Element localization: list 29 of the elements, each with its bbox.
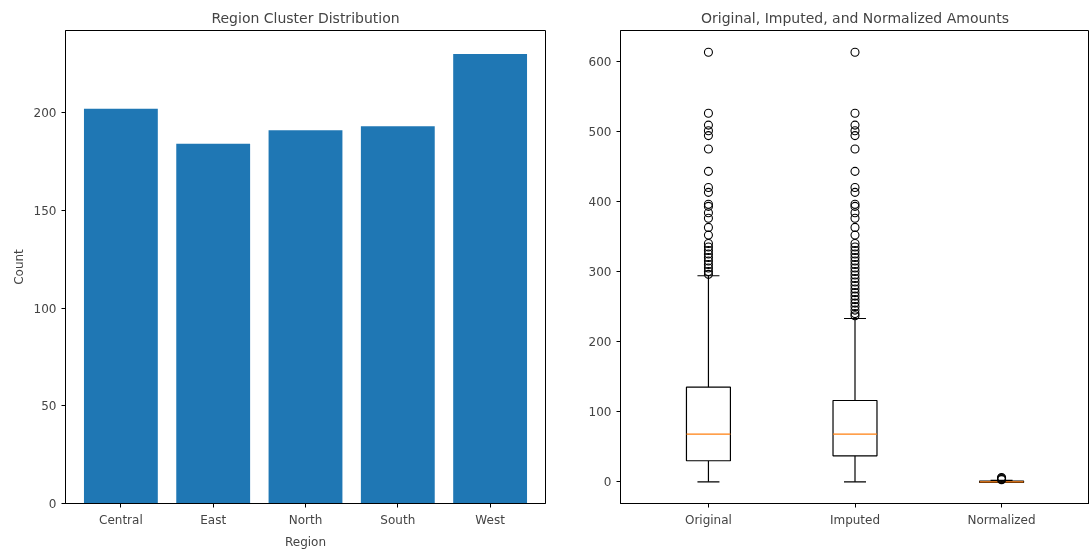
x-tick-label: West — [475, 512, 506, 527]
x-tick-label: Central — [99, 512, 143, 527]
x-tick-label: Imputed — [829, 512, 881, 527]
x-tick-label: Normalized — [967, 512, 1036, 527]
y-tick-label: 500 — [588, 124, 612, 139]
y-tick-label: 100 — [588, 405, 612, 420]
chart-title: Region Cluster Distribution — [211, 9, 400, 26]
x-tick-label: North — [288, 512, 323, 527]
y-tick-label: 150 — [33, 203, 57, 218]
y-tick-label: 50 — [41, 399, 57, 414]
y-tick-label: 200 — [588, 335, 612, 350]
x-tick-label: East — [200, 512, 227, 527]
bar — [453, 53, 528, 504]
y-tick-label: 400 — [588, 194, 612, 209]
y-tick-label: 600 — [588, 54, 612, 69]
y-tick-label: 300 — [588, 265, 612, 280]
bar — [360, 126, 435, 504]
y-tick-label: 0 — [603, 475, 612, 490]
bar — [176, 143, 251, 504]
x-tick-label: Original — [684, 512, 732, 527]
y-tick-label: 200 — [33, 106, 57, 121]
bar — [83, 108, 158, 504]
chart-title: Original, Imputed, and Normalized Amounts — [700, 9, 1010, 26]
x-tick-label: South — [380, 512, 416, 527]
y-tick-label: 100 — [33, 301, 57, 316]
y-axis-title: Count — [11, 248, 26, 285]
bar — [268, 130, 343, 504]
x-axis-title: Region — [284, 534, 327, 549]
y-tick-label: 0 — [48, 497, 57, 511]
